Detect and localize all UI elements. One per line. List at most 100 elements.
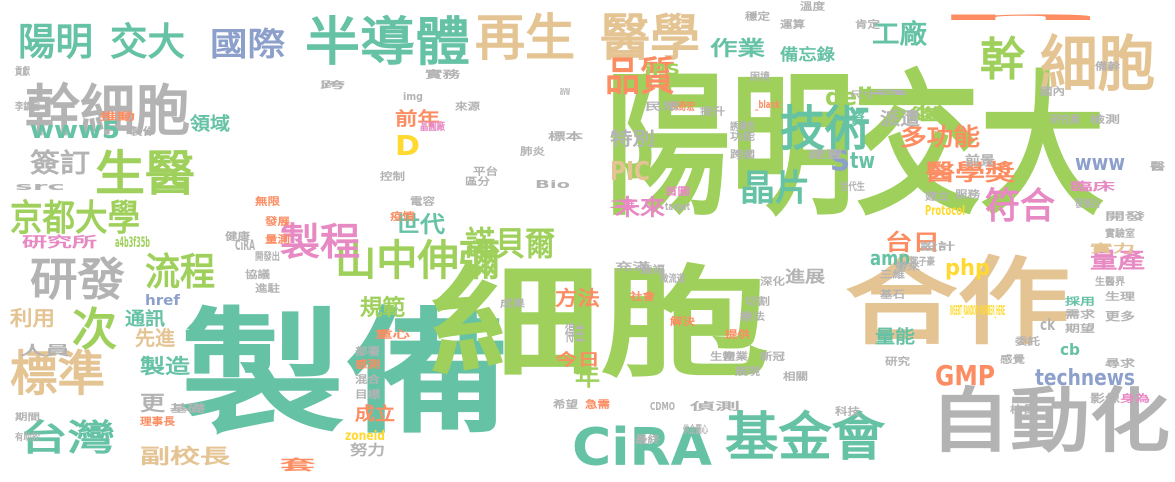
cloud-word: 領域	[190, 113, 230, 135]
cloud-word: a4b3f35b	[115, 235, 150, 251]
cloud-word: 實務	[425, 68, 462, 81]
cloud-word: 無限	[255, 195, 281, 208]
cloud-word: href	[145, 293, 181, 309]
cloud-word: 醫	[1150, 161, 1165, 173]
cloud-word: 更	[140, 391, 166, 415]
cloud-word: 京都大學	[10, 197, 140, 239]
cloud-word: 期間	[15, 411, 40, 423]
cloud-word: 台日	[885, 230, 940, 256]
cloud-word: delivery	[825, 83, 930, 111]
cloud-word: 最終	[635, 433, 661, 446]
cloud-word: 幹細胞	[25, 79, 190, 143]
cloud-word: 山中伸彌	[335, 236, 500, 285]
cloud-word: 今日	[554, 350, 600, 369]
cloud-word: 多功能	[900, 123, 980, 151]
cloud-word: 進展	[785, 267, 826, 286]
cloud-word: 產業	[722, 350, 750, 363]
cloud-word: 規範	[360, 295, 405, 321]
cloud-word: 供企圖心	[682, 423, 708, 436]
cloud-word: 重心	[375, 328, 410, 341]
cloud-word: 健康	[225, 230, 251, 243]
cloud-word: 標準	[10, 346, 105, 402]
cloud-word: 發展出	[1074, 197, 1100, 210]
cloud-word: 困境	[750, 70, 770, 83]
cloud-word: 備幹	[1095, 60, 1121, 73]
cloud-word: 自動化	[930, 380, 1170, 462]
cloud-word: PIC	[610, 157, 650, 187]
cloud-word: 來源	[455, 100, 480, 113]
cloud-word: 研究	[885, 355, 910, 368]
cloud-word: 影像	[1090, 391, 1121, 405]
cloud-word: 量測	[265, 233, 290, 246]
cloud-word: a	[870, 87, 910, 98]
cloud-word: 解決	[670, 315, 696, 328]
cloud-word: 建立	[924, 190, 950, 203]
cloud-word: 檢測	[1090, 113, 1120, 126]
cloud-word: 再生	[475, 9, 575, 67]
cloud-word: 製作	[129, 125, 155, 138]
cloud-word: 套	[280, 457, 315, 474]
cloud-word: 特別	[610, 128, 655, 150]
cloud-word: 合作	[845, 248, 1070, 358]
cloud-word: zoneid	[345, 429, 385, 444]
cloud-word: 偵測	[688, 400, 741, 413]
cloud-word: 充滿	[615, 260, 650, 273]
cloud-word: 作業	[710, 36, 766, 60]
cloud-word: 實力	[1090, 241, 1135, 255]
cloud-word: 協議	[245, 268, 270, 281]
cloud-word: 國內	[1040, 85, 1065, 98]
cloud-word: 醫學獎	[925, 160, 1016, 186]
cloud-word: 人員	[20, 343, 70, 359]
cloud-word: 需求	[1065, 308, 1097, 321]
cloud-word: 新冠	[760, 350, 785, 363]
cloud-word: 希望	[552, 398, 578, 411]
cloud-word: 研究所	[22, 234, 97, 251]
cloud-word: 林奇宏	[670, 100, 695, 113]
cloud-word: amp	[870, 246, 910, 270]
cloud-word: 服務	[955, 188, 981, 201]
cloud-word: 目標	[355, 388, 380, 401]
cloud-word: 鄭子豪	[909, 255, 935, 268]
cloud-word: 開發	[1105, 210, 1145, 223]
cloud-word: 肺炎	[520, 145, 545, 158]
cloud-word: 科技	[835, 405, 861, 418]
cloud-word: 貢獻	[15, 65, 30, 78]
cloud-word: 基礎	[168, 402, 206, 415]
cloud-word: 電容	[410, 195, 435, 208]
cloud-word: 諾貝爾	[465, 224, 555, 263]
cloud-word: 實驗室	[1105, 227, 1135, 240]
cloud-word: 製程	[280, 220, 360, 264]
cloud-word: 繼	[908, 105, 943, 124]
cloud-word: 成立	[355, 403, 395, 425]
cloud-word: 製備	[180, 295, 510, 452]
cloud-word: 切割	[745, 295, 770, 308]
cloud-word: 區分	[465, 175, 490, 188]
cloud-word: 副校長	[140, 444, 231, 468]
cloud-word: 期望	[1065, 322, 1095, 335]
cloud-word: 提供	[725, 328, 750, 341]
cloud-word: 生理	[1105, 290, 1135, 303]
cloud-word: 感測	[355, 358, 380, 371]
cloud-word: 生醫界	[1095, 275, 1125, 288]
cloud-word: 感覺	[1000, 353, 1025, 366]
cloud-word: img	[403, 90, 423, 103]
cloud-word: 生醫	[95, 146, 195, 202]
cloud-word: 品質	[605, 54, 675, 100]
cloud-word: 社會	[629, 290, 657, 303]
cloud-word: 派遣	[880, 108, 920, 130]
cloud-word: 微流道	[659, 272, 685, 285]
cloud-word: 前年	[395, 108, 440, 130]
cloud-word: 功能	[730, 130, 755, 143]
cloud-word: S	[830, 144, 850, 177]
cloud-word: 深化	[760, 275, 785, 288]
cloud-word: tw	[850, 149, 875, 174]
cloud-word: CiRA	[572, 418, 712, 478]
cloud-word: 帶來	[895, 260, 920, 273]
cloud-word: 混合	[355, 373, 381, 386]
cloud-word: 備忘錄	[780, 45, 835, 64]
cloud-word: 民眾	[645, 101, 680, 113]
cloud-word: 量能	[875, 326, 915, 348]
cloud-word: 溫度	[800, 0, 826, 13]
